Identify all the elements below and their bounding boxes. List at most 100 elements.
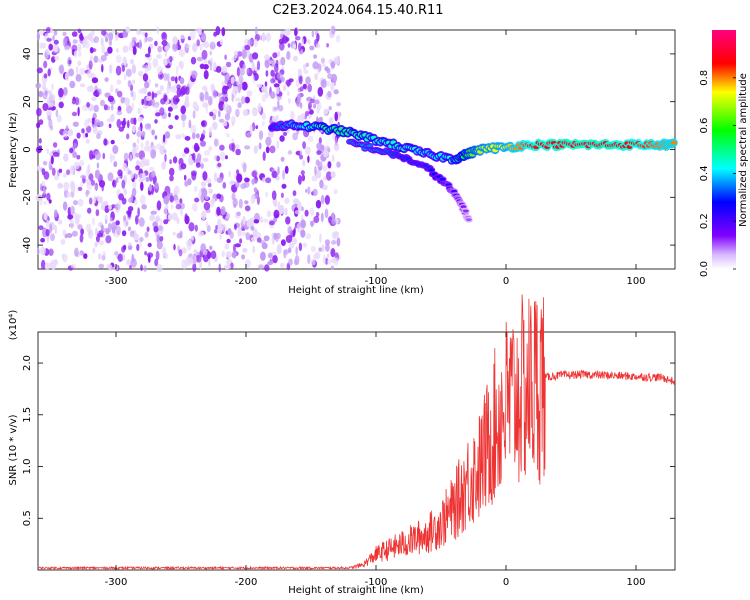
noise-speckle: [222, 182, 227, 189]
noise-speckle: [300, 219, 306, 229]
noise-speckle: [287, 98, 291, 104]
noise-speckle: [275, 59, 279, 68]
noise-speckle: [185, 103, 189, 108]
noise-speckle: [181, 133, 185, 138]
noise-speckle: [280, 76, 285, 83]
noise-speckle: [203, 70, 209, 80]
noise-speckle: [161, 31, 168, 42]
noise-speckle: [150, 149, 157, 159]
noise-speckle: [317, 86, 324, 97]
noise-speckle: [166, 191, 170, 202]
noise-speckle: [320, 194, 325, 205]
noise-speckle: [219, 151, 226, 161]
noise-speckle: [216, 155, 220, 162]
noise-speckle: [192, 262, 197, 272]
noise-speckle: [80, 180, 83, 188]
noise-speckle: [328, 216, 333, 224]
noise-speckle: [130, 172, 134, 179]
noise-speckle: [77, 186, 83, 191]
noise-speckle: [101, 29, 107, 36]
noise-speckle: [63, 181, 70, 191]
noise-speckle: [238, 198, 243, 209]
noise-speckle: [147, 46, 151, 55]
noise-speckle: [143, 265, 147, 273]
noise-speckle: [194, 197, 200, 203]
spectrogram-y-tick-label: 0: [22, 146, 33, 152]
noise-speckle: [69, 205, 75, 215]
noise-speckle: [333, 56, 340, 65]
noise-speckle: [68, 59, 72, 65]
noise-speckle: [35, 82, 42, 89]
noise-speckle: [204, 91, 209, 101]
snr-plot-area: [37, 331, 676, 571]
noise-speckle: [127, 206, 134, 212]
noise-speckle: [95, 169, 101, 179]
noise-speckle: [284, 207, 288, 216]
noise-speckle: [71, 230, 78, 237]
noise-speckle: [186, 239, 193, 247]
noise-speckle: [187, 178, 192, 186]
noise-speckle: [141, 157, 147, 165]
noise-speckle: [214, 138, 219, 147]
noise-speckle: [171, 204, 174, 210]
noise-speckle: [273, 213, 280, 218]
colorbar-label: Normalized spectral amplitude: [738, 73, 749, 227]
noise-speckle: [121, 179, 126, 189]
noise-speckle: [279, 41, 285, 51]
noise-speckle: [62, 201, 68, 211]
noise-speckle: [159, 85, 165, 92]
noise-speckle: [36, 32, 41, 41]
noise-speckle: [164, 252, 168, 260]
noise-speckle: [148, 166, 155, 171]
noise-speckle: [85, 189, 90, 195]
noise-speckle: [132, 142, 137, 148]
snr-x-tick-label: 0: [503, 577, 509, 588]
noise-speckle: [305, 76, 311, 85]
noise-speckle: [209, 41, 216, 50]
noise-speckle: [79, 83, 86, 88]
noise-speckle: [318, 116, 323, 123]
noise-speckle: [200, 163, 204, 169]
noise-speckle: [273, 106, 279, 111]
noise-speckle: [244, 205, 251, 212]
noise-speckle: [236, 211, 241, 216]
noise-speckle: [327, 147, 331, 153]
noise-speckle: [195, 162, 201, 168]
noise-speckle: [38, 29, 45, 35]
noise-speckle: [75, 65, 79, 75]
noise-speckle: [71, 99, 76, 105]
noise-speckle: [69, 147, 74, 154]
noise-speckle: [224, 113, 231, 121]
noise-speckle: [49, 223, 53, 234]
noise-speckle: [100, 202, 106, 211]
noise-speckle: [69, 219, 75, 230]
noise-speckle: [322, 164, 328, 172]
noise-speckle: [280, 239, 286, 247]
noise-speckle: [117, 90, 123, 98]
noise-speckle: [253, 187, 258, 193]
noise-speckle: [161, 161, 167, 170]
noise-speckle: [234, 223, 237, 230]
noise-speckle: [79, 67, 86, 76]
noise-speckle: [221, 81, 225, 87]
noise-speckle: [191, 235, 194, 241]
noise-speckle: [72, 121, 79, 127]
noise-speckle: [198, 27, 202, 36]
noise-speckle: [170, 76, 176, 82]
noise-speckle: [46, 148, 50, 155]
noise-speckle: [284, 165, 289, 174]
noise-speckle: [244, 200, 249, 205]
noise-speckle: [94, 119, 101, 127]
noise-speckle: [58, 64, 65, 75]
noise-speckle: [271, 170, 278, 179]
noise-speckle: [234, 144, 240, 149]
noise-speckle: [298, 42, 302, 52]
noise-speckle: [175, 203, 182, 210]
noise-speckle: [231, 138, 234, 144]
noise-speckle: [53, 30, 58, 36]
noise-speckle: [42, 103, 49, 111]
noise-speckle: [123, 189, 128, 196]
noise-speckle: [180, 105, 186, 115]
noise-speckle: [176, 232, 183, 239]
noise-speckle: [247, 39, 253, 46]
